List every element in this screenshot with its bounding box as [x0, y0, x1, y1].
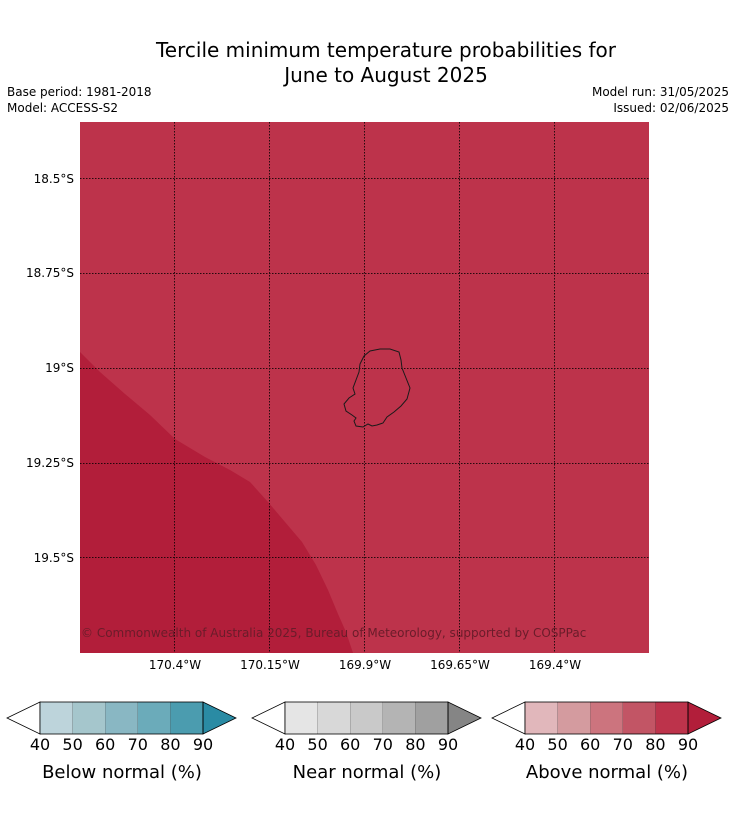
colorbar-tick: 70: [127, 735, 148, 754]
colorbar-segment: [590, 702, 623, 734]
colorbar-segment: [622, 702, 656, 734]
copyright-notice: © Commonwealth of Australia 2025, Bureau…: [81, 626, 587, 640]
lon-label: 170.4°W: [148, 658, 202, 672]
map-title: Tercile minimum temperature probabilitie…: [0, 38, 736, 88]
colorbar-segment: [105, 702, 138, 734]
colorbar-frame: [524, 701, 689, 735]
colorbar-frame: [284, 701, 449, 735]
colorbar-tick: 50: [307, 735, 328, 754]
model-name: Model: ACCESS-S2: [7, 101, 119, 115]
colorbar-tick: 50: [62, 735, 83, 754]
colorbar-tick: 60: [340, 735, 361, 754]
above-normal-90-region: [80, 352, 353, 653]
base-period: Base period: 1981-2018: [7, 85, 152, 99]
colorbar-frame: [39, 701, 204, 735]
colorbar-tick: 40: [29, 735, 51, 754]
meta-right: Model run: 31/05/2025 Issued: 02/06/2025: [592, 84, 729, 116]
colorbar-extend-low: [251, 701, 286, 735]
colorbar-extend-high: [202, 701, 237, 735]
colorbar-segment: [350, 702, 383, 734]
map-area: © Commonwealth of Australia 2025, Bureau…: [80, 122, 649, 653]
colorbar-segment: [170, 702, 203, 734]
colorbar-segment: [285, 702, 318, 734]
colorbar-segment: [72, 702, 106, 734]
issued-date: Issued: 02/06/2025: [613, 101, 729, 115]
colorbar-extend-high: [687, 701, 722, 735]
colorbar-tick: 60: [95, 735, 116, 754]
near-normal-colorbar: [251, 700, 483, 736]
meta-left: Base period: 1981-2018 Model: ACCESS-S2: [7, 84, 152, 116]
lon-label: 170.15°W: [240, 658, 300, 672]
colorbar-extend-high: [447, 701, 482, 735]
colorbar-extend-low: [6, 701, 41, 735]
colorbar-tick: 90: [437, 735, 459, 754]
above-normal-colorbar-svg: [491, 701, 722, 735]
niue-coastline: [343, 348, 411, 428]
near-normal-colorbar-svg: [251, 701, 482, 735]
colorbar-tick: 70: [372, 735, 393, 754]
above-normal-colorbar: [491, 700, 723, 736]
lat-label: 19.5°S: [33, 551, 74, 565]
lat-label: 19.25°S: [26, 456, 74, 470]
colorbar-tick: 80: [160, 735, 181, 754]
lon-label: 169.65°W: [430, 658, 490, 672]
model-run: Model run: 31/05/2025: [591, 85, 729, 99]
near-normal-title: Near normal (%): [292, 762, 442, 783]
colorbar-segment: [525, 702, 558, 734]
colorbar-tick: 80: [645, 735, 666, 754]
colorbar-segment: [557, 702, 591, 734]
lat-label: 19°S: [45, 361, 74, 375]
title-line-1: Tercile minimum temperature probabilitie…: [155, 38, 617, 62]
lat-label: 18.75°S: [26, 266, 74, 280]
lon-label: 169.4°W: [528, 658, 582, 672]
colorbar-segment: [40, 702, 73, 734]
below-normal-title: Below normal (%): [42, 762, 202, 783]
colorbar-segment: [317, 702, 351, 734]
lon-label: 169.9°W: [338, 658, 392, 672]
above-normal-title: Above normal (%): [525, 762, 689, 783]
colorbar-tick: 70: [612, 735, 633, 754]
map-svg: [80, 122, 649, 653]
colorbar-tick: 60: [580, 735, 601, 754]
colorbar-tick: 90: [192, 735, 214, 754]
colorbar-tick: 90: [677, 735, 699, 754]
colorbar-tick: 40: [274, 735, 296, 754]
title-line-2: June to August 2025: [284, 63, 488, 87]
colorbar-segment: [655, 702, 688, 734]
colorbar-segment: [137, 702, 171, 734]
below-normal-colorbar: [6, 700, 238, 736]
colorbar-extend-low: [491, 701, 526, 735]
lat-label: 18.5°S: [33, 172, 74, 186]
colorbar-tick: 50: [547, 735, 568, 754]
below-normal-colorbar-svg: [6, 701, 237, 735]
colorbar-segment: [382, 702, 416, 734]
colorbar-segment: [415, 702, 448, 734]
colorbar-tick: 40: [514, 735, 536, 754]
colorbar-tick: 80: [405, 735, 426, 754]
graticule: [80, 122, 649, 653]
